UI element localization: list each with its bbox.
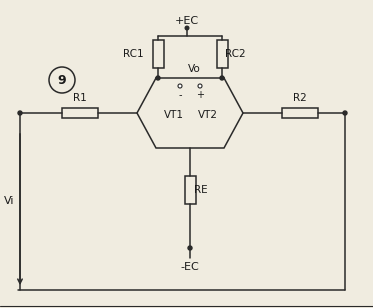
Bar [185,176,195,204]
Circle shape [198,84,202,88]
Text: VT2: VT2 [198,110,218,120]
Circle shape [18,111,22,115]
Circle shape [220,76,224,80]
Text: +EC: +EC [175,16,199,26]
Text: R2: R2 [293,93,307,103]
Text: RC2: RC2 [225,49,246,59]
Circle shape [188,246,192,250]
Text: -EC: -EC [181,262,200,272]
Circle shape [343,111,347,115]
Text: VT1: VT1 [164,110,184,120]
Text: 9: 9 [58,74,66,87]
Circle shape [178,84,182,88]
Bar [216,40,228,68]
Bar [153,40,163,68]
Circle shape [185,26,189,30]
Text: RC1: RC1 [123,49,144,59]
Bar [62,108,98,118]
Text: R1: R1 [73,93,87,103]
Text: +: + [196,90,204,100]
Text: Vi: Vi [3,197,14,206]
Text: -: - [178,90,182,100]
Bar [282,108,318,118]
Text: Vo: Vo [188,64,200,74]
Circle shape [156,76,160,80]
Text: RE: RE [194,185,208,195]
